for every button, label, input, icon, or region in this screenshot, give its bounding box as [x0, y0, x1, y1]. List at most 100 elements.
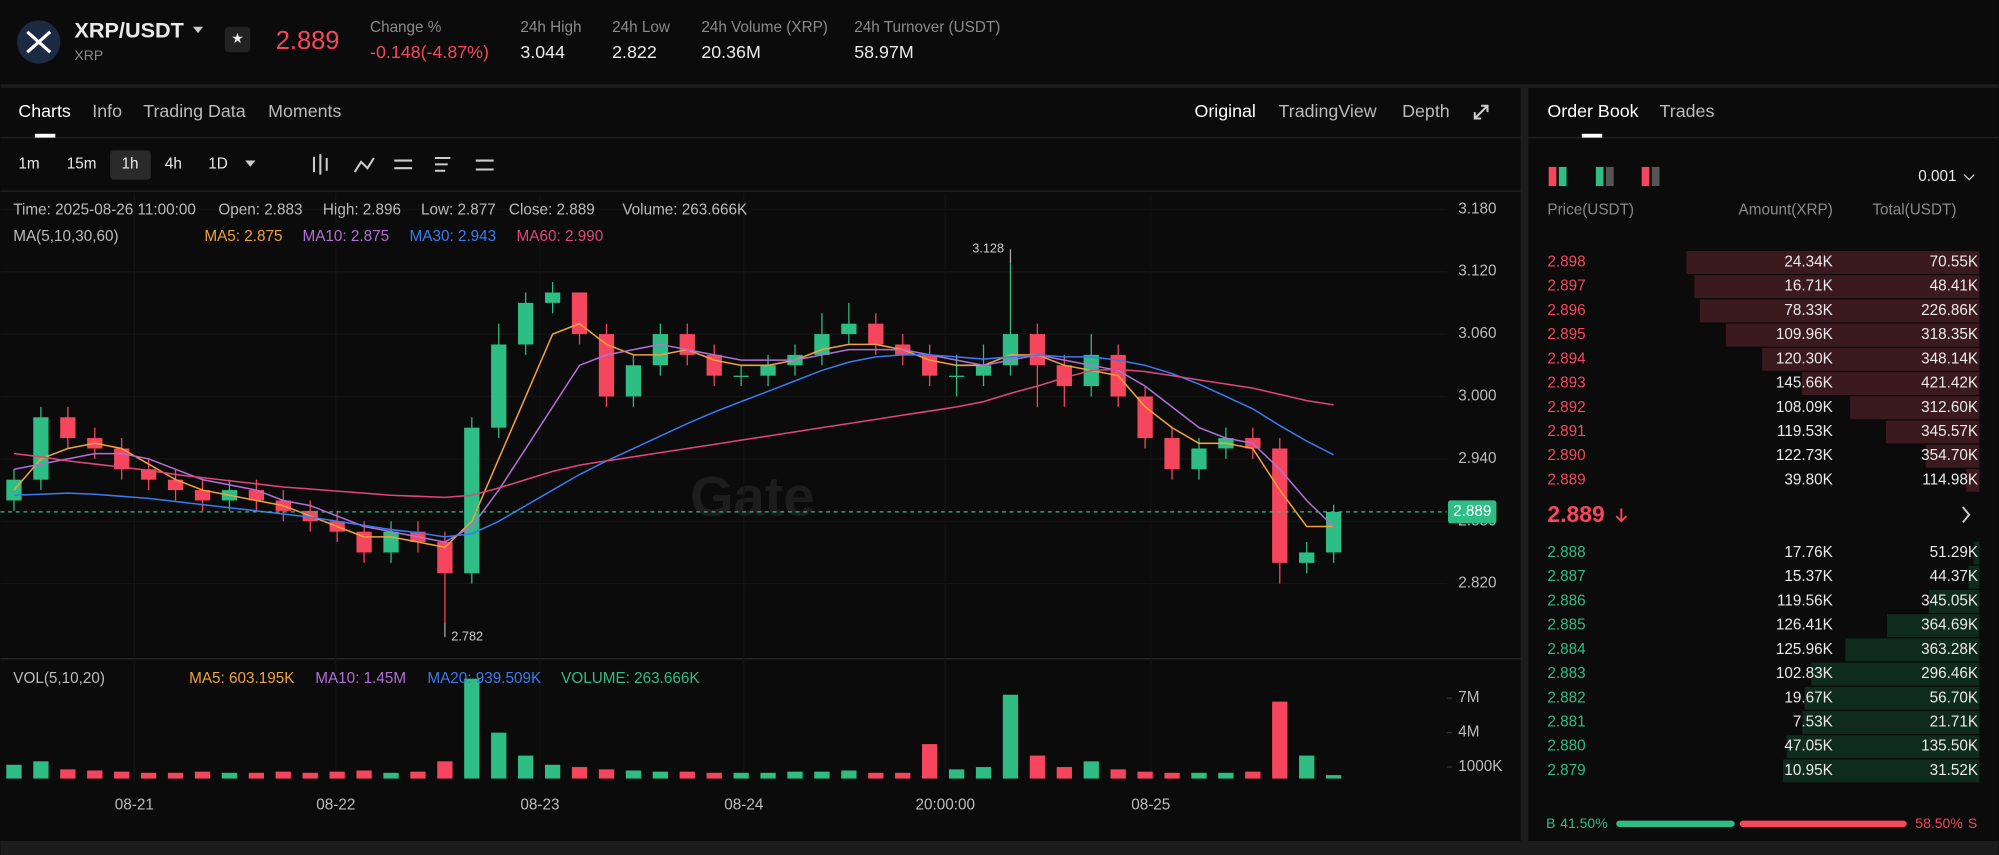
stat-value: -0.148(-4.87%) [370, 42, 489, 62]
stat-label: 24h Turnover (USDT) [854, 19, 1000, 36]
volume-bar [275, 771, 291, 779]
volume-bar [1245, 771, 1261, 779]
interval[interactable]: 15m [67, 155, 97, 172]
sell-ratio-bar [1739, 820, 1907, 827]
ob-total: 48.41K [1930, 278, 1979, 295]
last-price-label: 2.889 [1453, 503, 1491, 520]
favorite-button[interactable] [224, 26, 251, 53]
interval[interactable]: 1m [18, 155, 39, 172]
candle-body [571, 292, 588, 335]
depth-mode-icons[interactable] [1548, 166, 1660, 187]
symbol: XRP/USDT [74, 18, 183, 43]
ob-total: 21.71K [1930, 714, 1979, 731]
volume-bar [464, 678, 480, 779]
interval[interactable]: 4h [165, 155, 182, 172]
volume-bar [1137, 771, 1153, 779]
volume-bar [140, 772, 157, 779]
volume-bar [302, 772, 318, 779]
ob-price: 2.894 [1547, 350, 1586, 367]
candle-body [33, 417, 49, 480]
arrow-icon[interactable] [1962, 506, 1971, 524]
ob-tab[interactable]: Order Book [1547, 101, 1638, 121]
volume-bar [1218, 772, 1234, 779]
dropdown-icon[interactable] [1963, 174, 1975, 181]
candle-body [60, 417, 76, 439]
depth-bar [1973, 541, 1980, 565]
tab[interactable]: Trading Data [143, 101, 245, 121]
ob-tab[interactable]: Trades [1660, 101, 1715, 121]
dropdown-icon[interactable] [245, 160, 256, 167]
candle-body [167, 479, 184, 491]
ob-price: 2.888 [1547, 544, 1585, 561]
ob-price: 2.895 [1547, 326, 1585, 343]
candle-body [598, 334, 615, 397]
ob-total: 364.69K [1921, 617, 1979, 634]
vol-label: VOL(5,10,20) [13, 670, 105, 687]
ma-line [13, 368, 1334, 499]
y-tick-label: 3.120 [1458, 263, 1496, 280]
candle-body [544, 292, 561, 303]
col-header: Total(USDT) [1872, 201, 1956, 218]
view-tab[interactable]: TradingView [1279, 101, 1377, 121]
vol-legend: MA10: 1.45M [315, 670, 406, 687]
down-arrow [1615, 508, 1628, 523]
volume-bar [679, 771, 695, 779]
candle-body [760, 365, 776, 376]
ob-amount: 19.67K [1784, 689, 1833, 706]
candle-body [491, 344, 507, 428]
tab[interactable]: Moments [268, 101, 341, 121]
y-tick-label: 3.000 [1458, 388, 1496, 405]
stat-value: 20.36M [701, 42, 760, 62]
depth-bar [1804, 686, 1980, 710]
volume-bar [1164, 772, 1180, 779]
ma-label: MA(5,10,30,60) [13, 228, 118, 245]
dropdown-icon[interactable] [192, 26, 204, 34]
volume-bar [167, 772, 184, 779]
depth-bar [1886, 420, 1980, 444]
ob-total: 44.37K [1930, 568, 1979, 585]
ob-amount: 7.53K [1793, 714, 1834, 731]
interval[interactable]: 1D [208, 155, 228, 172]
toolbar-icons[interactable] [312, 104, 1489, 175]
candle-body [140, 469, 157, 480]
ob-price: 2.890 [1547, 447, 1585, 464]
volume-bar [87, 770, 103, 779]
vol-tick-label: 1000K [1458, 758, 1503, 775]
volume-bar [518, 755, 534, 779]
ob-amount: 10.95K [1784, 762, 1833, 779]
stat-value: 3.044 [520, 42, 565, 62]
ob-price: 2.884 [1547, 641, 1586, 658]
tab[interactable]: Charts [18, 101, 71, 121]
volume-bar [571, 767, 588, 779]
ob-amount: 24.34K [1784, 254, 1833, 271]
volume-bar [625, 770, 642, 779]
buy-letter: B [1546, 815, 1555, 831]
ob-total: 354.70K [1921, 447, 1979, 464]
precision: 0.001 [1918, 168, 1956, 185]
volume-bar [114, 771, 130, 779]
volume-bar [329, 771, 345, 779]
interval[interactable]: 1h [122, 155, 139, 172]
mid-price: 2.889 [1547, 501, 1604, 527]
volume-bar [975, 767, 992, 779]
depth-bar [1845, 638, 1980, 662]
depth-bar [1925, 444, 1980, 468]
tab[interactable]: Info [92, 101, 122, 121]
view-tab[interactable]: Depth [1402, 101, 1450, 121]
depth-bar [1886, 614, 1980, 638]
candle-body [194, 490, 211, 501]
ohlc-info: Low: 2.877 [421, 201, 496, 218]
star-icon[interactable]: ★ [231, 30, 244, 46]
view-tab[interactable]: Original [1194, 101, 1255, 121]
candle-body [1325, 511, 1342, 553]
depth-bar [1699, 299, 1980, 323]
depth-bar [1762, 347, 1980, 371]
ob-price: 2.885 [1547, 617, 1585, 634]
ob-amount: 78.33K [1784, 302, 1833, 319]
candle-body [464, 427, 480, 574]
y-tick-label: 3.180 [1458, 200, 1496, 217]
volume-bar [1191, 772, 1207, 779]
volume-bar [194, 771, 211, 779]
ob-price: 2.880 [1547, 738, 1585, 755]
